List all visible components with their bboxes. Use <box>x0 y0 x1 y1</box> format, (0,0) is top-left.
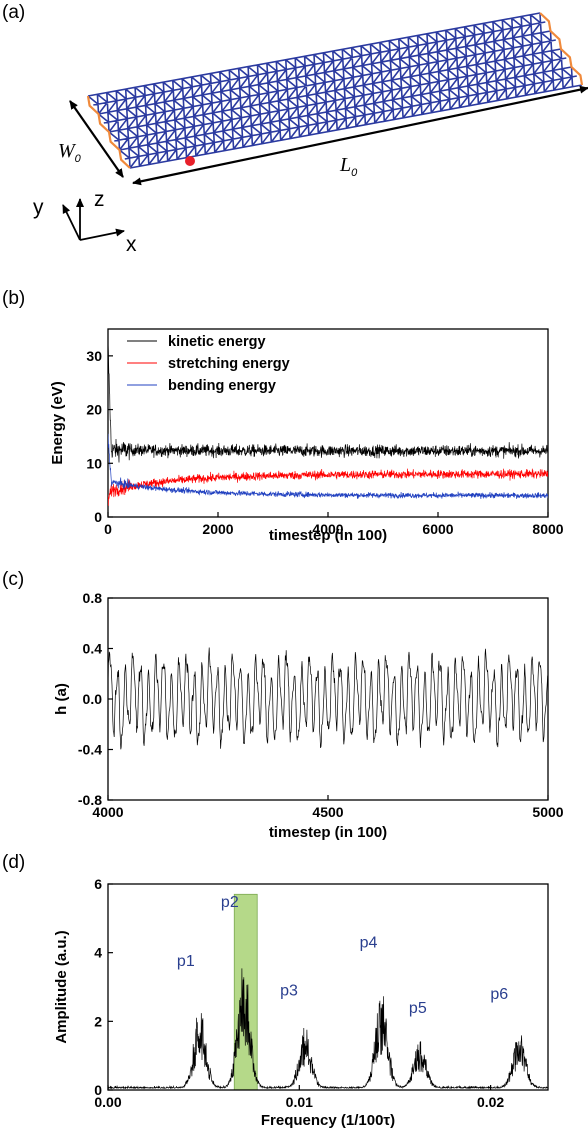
x-tick-label-c: 4000 <box>92 804 123 820</box>
plot-frame-d <box>107 883 549 1091</box>
x-axis-title-d: Frequency (1/100τ) <box>261 1112 395 1129</box>
length-label: L0 <box>339 154 358 179</box>
coordinate-axes: x z y <box>33 188 137 256</box>
graphene-ribbon-mesh <box>86 12 584 169</box>
y-axis-title-c: h (a) <box>53 683 70 715</box>
peak-label-p2: p2 <box>221 894 239 911</box>
x-tick-label-c: 5000 <box>532 804 563 820</box>
series-line-bending-energy <box>108 433 548 500</box>
length-dimension-arrow <box>132 85 588 186</box>
x-tick-label-b: 6000 <box>422 521 453 537</box>
x-axis-label: x <box>126 233 137 256</box>
plot-frame-c <box>107 597 549 801</box>
width-label: W0 <box>58 140 82 165</box>
x-tick-label-b: 0 <box>104 521 112 537</box>
mesh-lines <box>87 12 583 169</box>
y-tick-label-d: 6 <box>94 876 102 892</box>
highlight-band-p2 <box>233 893 258 1091</box>
z-axis-label: z <box>94 188 105 211</box>
peak-label-p3: p3 <box>280 983 298 1000</box>
y-tick-label-c: 0.0 <box>83 691 103 707</box>
panel-label-d: (d) <box>2 852 25 873</box>
y-tick-label-b: 10 <box>86 455 102 471</box>
axes-d: 0.00 0.01 0.02 0 2 4 6 <box>94 876 504 1110</box>
height-line <box>108 647 548 750</box>
panel-label-a: (a) <box>2 2 25 23</box>
x-axis-title-b: timestep (in 100) <box>269 527 387 544</box>
y-tick-label-c: -0.4 <box>78 742 102 758</box>
panel-label-c: (c) <box>2 569 24 590</box>
height-series <box>108 647 548 750</box>
x-tick-label-d: 0.01 <box>286 1094 313 1110</box>
series-line-stretching-energy <box>108 468 548 506</box>
y-tick-label-d: 2 <box>94 1013 102 1029</box>
y-axis-title-d: Amplitude (a.u.) <box>53 930 70 1043</box>
energy-series <box>108 340 548 506</box>
x-axis-title-c: timestep (in 100) <box>269 824 387 841</box>
peak-label-p5: p5 <box>409 1000 427 1017</box>
spectrum-series <box>108 968 548 1090</box>
legend-label: stretching energy <box>168 356 290 372</box>
y-tick-label-b: 20 <box>86 402 102 418</box>
axes-b: 0 2000 4000 6000 8000 0 10 20 30 <box>86 348 563 537</box>
y-tick-label-d: 0 <box>94 1082 102 1098</box>
y-axis-label: y <box>33 196 44 219</box>
axes-c: 4000 4500 5000 -0.8 -0.4 0.0 0.4 0.8 <box>78 590 564 820</box>
legend-label: kinetic energy <box>168 334 266 350</box>
y-tick-label-b: 30 <box>86 348 102 364</box>
y-tick-label-c: 0.4 <box>83 641 103 657</box>
y-tick-label-c: -0.8 <box>78 792 102 808</box>
x-tick-label-b: 4000 <box>312 521 343 537</box>
legend-b: kinetic energy stretching energy bending e… <box>127 334 290 394</box>
peak-label-p6: p6 <box>490 986 508 1003</box>
x-tick-label-d: 0.02 <box>477 1094 504 1110</box>
legend-label: bending energy <box>168 378 276 394</box>
x-tick-label-d: 0.00 <box>94 1094 121 1110</box>
y-tick-label-d: 4 <box>94 945 102 961</box>
y-tick-label-c: 0.8 <box>83 590 103 606</box>
series-line-kinetic-energy <box>108 340 548 463</box>
peak-label-p4: p4 <box>360 935 378 952</box>
panel-label-b: (b) <box>2 288 25 309</box>
spectrum-line <box>108 968 548 1090</box>
peak-labels: p1 p2 p3 p4 p5 p6 <box>177 894 508 1017</box>
y-tick-label-b: 0 <box>94 509 102 525</box>
fixed-atom-marker <box>185 156 195 166</box>
x-tick-label-b: 2000 <box>202 521 233 537</box>
peak-label-p1: p1 <box>177 953 195 970</box>
y-axis-title-b: Energy (eV) <box>49 381 66 464</box>
x-tick-label-c: 4500 <box>312 804 343 820</box>
width-dimension-arrow <box>69 100 124 178</box>
right-zigzag-edge <box>539 12 584 86</box>
x-tick-label-b: 8000 <box>532 521 563 537</box>
